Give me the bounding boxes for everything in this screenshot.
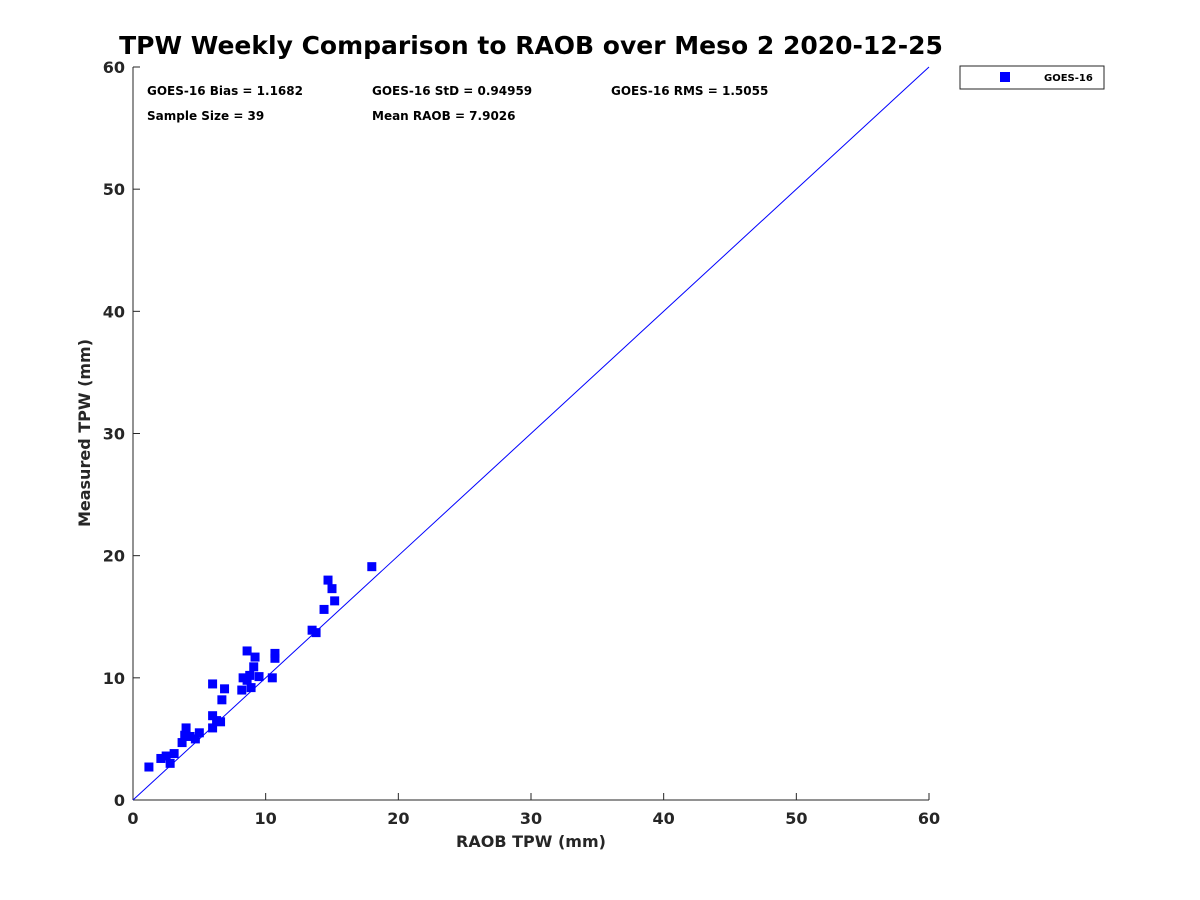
x-ticks: 0 10 20 30 40 50 60 bbox=[127, 793, 940, 828]
y-tick-label: 20 bbox=[103, 547, 125, 566]
y-axis-label: Measured TPW (mm) bbox=[75, 339, 94, 527]
data-point bbox=[220, 684, 230, 694]
data-point bbox=[185, 731, 195, 741]
data-point bbox=[245, 670, 255, 680]
data-point bbox=[250, 652, 260, 662]
data-point bbox=[330, 596, 340, 606]
data-point bbox=[237, 685, 247, 695]
x-tick-label: 10 bbox=[255, 809, 277, 828]
y-ticks: 0 10 20 30 40 50 60 bbox=[103, 58, 140, 810]
plot-area: 0 10 20 30 40 50 60 0 10 20 30 40 50 60 bbox=[103, 58, 940, 828]
data-point bbox=[217, 695, 227, 705]
x-tick-label: 30 bbox=[520, 809, 542, 828]
data-point bbox=[311, 628, 321, 638]
legend: GOES-16 bbox=[959, 65, 1105, 90]
data-point bbox=[270, 653, 280, 663]
stats-box: GOES-16 Bias = 1.1682 GOES-16 StD = 0.94… bbox=[147, 84, 768, 123]
stat-mean-raob: Mean RAOB = 7.9026 bbox=[372, 109, 516, 123]
data-point bbox=[161, 751, 171, 761]
data-point bbox=[367, 562, 377, 572]
data-point bbox=[144, 762, 154, 772]
y-tick-label: 30 bbox=[103, 425, 125, 444]
stat-bias: GOES-16 Bias = 1.1682 bbox=[147, 84, 303, 98]
data-point bbox=[181, 723, 191, 733]
x-axis-label: RAOB TPW (mm) bbox=[456, 832, 606, 851]
legend-label-goes16: GOES-16 bbox=[1044, 73, 1093, 84]
legend-box bbox=[959, 65, 1105, 90]
legend-marker-goes16 bbox=[1000, 72, 1010, 82]
data-point bbox=[323, 575, 333, 585]
x-tick-label: 60 bbox=[918, 809, 940, 828]
stat-std: GOES-16 StD = 0.94959 bbox=[372, 84, 532, 98]
data-point bbox=[216, 717, 226, 727]
x-tick-label: 50 bbox=[785, 809, 807, 828]
y-tick-label: 50 bbox=[103, 180, 125, 199]
data-point bbox=[208, 711, 218, 721]
data-point bbox=[194, 728, 204, 738]
data-point bbox=[208, 723, 218, 733]
data-point bbox=[208, 679, 218, 689]
stat-sample-size: Sample Size = 39 bbox=[147, 109, 264, 123]
data-point bbox=[254, 672, 264, 682]
data-point bbox=[319, 604, 329, 614]
y-tick-label: 10 bbox=[103, 669, 125, 688]
data-point bbox=[165, 758, 175, 768]
stat-rms: GOES-16 RMS = 1.5055 bbox=[611, 84, 768, 98]
x-tick-label: 40 bbox=[653, 809, 675, 828]
data-point bbox=[180, 730, 190, 740]
data-point bbox=[249, 662, 259, 672]
y-tick-label: 40 bbox=[103, 302, 125, 321]
data-point bbox=[267, 673, 277, 683]
data-point bbox=[242, 646, 252, 656]
data-point bbox=[169, 749, 179, 759]
one-to-one-line bbox=[132, 66, 930, 801]
x-tick-label: 20 bbox=[387, 809, 409, 828]
data-point bbox=[190, 734, 200, 744]
y-tick-label: 0 bbox=[114, 791, 125, 810]
goes16-points bbox=[144, 562, 377, 772]
data-point bbox=[246, 683, 256, 693]
data-point bbox=[327, 584, 337, 594]
y-tick-label: 60 bbox=[103, 58, 125, 77]
data-point bbox=[177, 738, 187, 748]
data-point bbox=[242, 675, 252, 685]
data-point bbox=[270, 648, 280, 658]
chart-title: TPW Weekly Comparison to RAOB over Meso … bbox=[119, 31, 943, 60]
data-point bbox=[156, 753, 166, 763]
x-tick-label: 0 bbox=[127, 809, 138, 828]
